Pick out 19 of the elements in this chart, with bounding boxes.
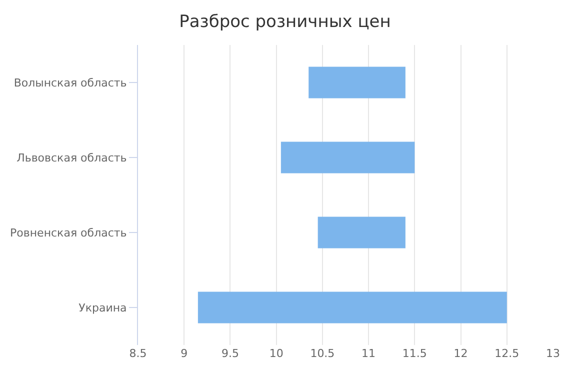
bar [280,142,415,174]
y-tick-label: Ровненская область [10,226,127,240]
x-tick-label: 8.5 [129,347,147,360]
x-tick-label: 12 [454,347,468,360]
x-tick-label: 10 [269,347,284,360]
y-tick-label: Украина [78,301,127,314]
bar [318,216,406,248]
bar [308,66,406,98]
x-tick-label: 13 [546,347,560,360]
x-tick-label: 11 [362,347,376,360]
x-tick-label: 10.5 [310,347,335,360]
y-tick-label: Волынская область [14,76,127,90]
x-tick-label: 11.5 [402,347,427,360]
x-tick-label: 9.5 [221,347,239,360]
x-tick-label: 9 [180,347,188,360]
chart-title: Разброс розничных цен [179,12,391,32]
bar [198,292,507,324]
x-tick-label: 12.5 [494,347,520,360]
y-tick-label: Львовская область [16,151,127,164]
